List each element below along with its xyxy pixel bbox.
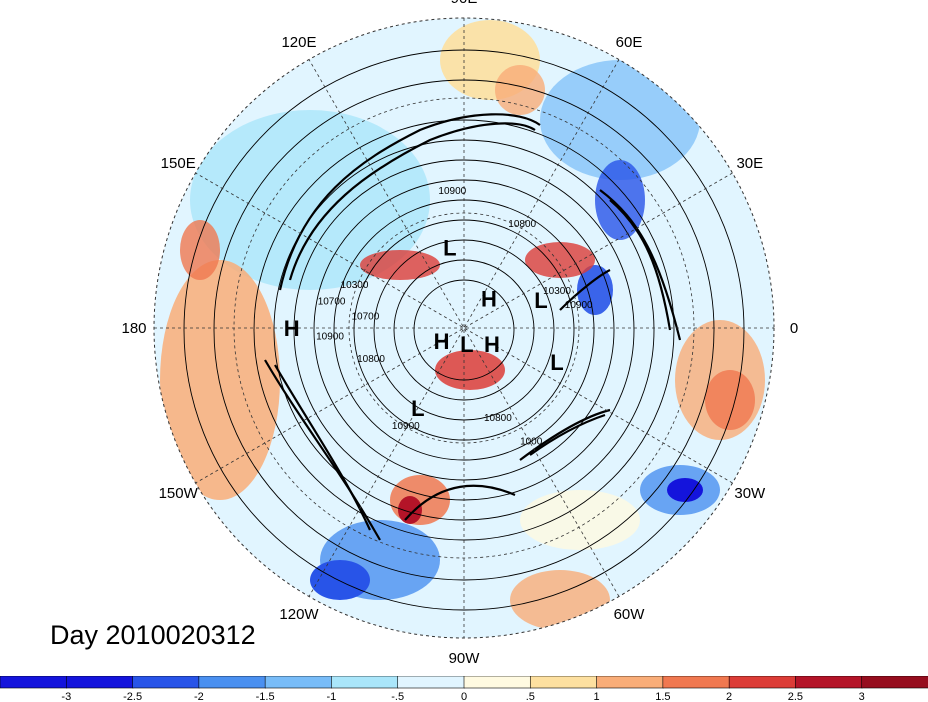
contour-label: 10800 bbox=[484, 413, 512, 424]
contour-label: 10900 bbox=[438, 186, 466, 197]
graticule bbox=[154, 18, 774, 638]
high-pressure-marker: H bbox=[484, 332, 500, 357]
high-pressure-marker: H bbox=[481, 286, 497, 311]
longitude-label: 120W bbox=[279, 606, 319, 623]
colorbar-tick-label: -3 bbox=[61, 691, 71, 702]
low-pressure-marker: L bbox=[411, 396, 424, 421]
colorbar-bin bbox=[529, 676, 598, 689]
longitude-label: 150W bbox=[159, 485, 199, 502]
longitude-label: 90E bbox=[451, 0, 478, 7]
longitude-label: 120E bbox=[281, 34, 316, 51]
contour-label: 1000 bbox=[520, 437, 543, 448]
high-pressure-marker: H bbox=[434, 329, 450, 354]
longitude-label: 150E bbox=[161, 155, 196, 172]
low-pressure-marker: L bbox=[534, 288, 547, 313]
contour-label: 10700 bbox=[351, 311, 379, 322]
colorbar-tick-label: 2.5 bbox=[788, 691, 803, 702]
colorbar-tick-label: 2 bbox=[726, 691, 732, 702]
colorbar-bin bbox=[65, 676, 134, 689]
colorbar-bin bbox=[264, 676, 333, 689]
contour-label: 10900 bbox=[392, 421, 420, 432]
colorbar-tick-label: 0 bbox=[461, 691, 467, 702]
colorbar-bin bbox=[795, 676, 863, 689]
longitude-label: 60W bbox=[614, 606, 646, 623]
colorbar-tick-label: -2 bbox=[194, 691, 204, 702]
contour-label: 10300 bbox=[341, 280, 369, 291]
low-pressure-marker: L bbox=[460, 332, 473, 357]
contour-label: 10800 bbox=[508, 219, 536, 230]
high-pressure-marker: H bbox=[284, 316, 300, 341]
colorbar-tick-label: .5 bbox=[526, 691, 535, 702]
contour-label: 10800 bbox=[357, 354, 385, 365]
contour-label: 10900 bbox=[316, 332, 344, 343]
longitude-label: 0 bbox=[790, 320, 798, 337]
colorbar-tick-label: -1.5 bbox=[256, 691, 275, 702]
longitude-labels: 90E 60E 30E 0 30W 60W 90W 120W 150W 180 150E 120E bbox=[121, 0, 798, 667]
colorbar-tick-label: 1 bbox=[594, 691, 600, 702]
colorbar-tick-label: 1.5 bbox=[655, 691, 670, 702]
colorbar-bin bbox=[463, 676, 532, 689]
map-boundary bbox=[153, 17, 775, 639]
colorbar-bin bbox=[331, 676, 399, 689]
low-pressure-marker: L bbox=[550, 350, 563, 375]
colorbar-tick-label: -1 bbox=[327, 691, 337, 702]
colorbar-tick-label: 3 bbox=[859, 691, 865, 702]
longitude-label: 90W bbox=[449, 650, 481, 667]
longitude-label: 30W bbox=[734, 485, 766, 502]
jet-stream-contours bbox=[264, 113, 682, 541]
colorbar-tick-label: -2.5 bbox=[123, 691, 142, 702]
low-pressure-marker: L bbox=[443, 235, 456, 260]
colorbar-bin bbox=[861, 676, 928, 689]
colorbar-tick-label: -.5 bbox=[391, 691, 404, 702]
timestamp-label: Day 2010020312 bbox=[50, 620, 256, 650]
colorbar: -3 -2.5 -2 -1.5 -1 -.5 0 .5 1 1.5 2 2.5 3 bbox=[0, 676, 928, 702]
contour-label: 10700 bbox=[318, 297, 346, 308]
colorbar-bin bbox=[0, 676, 68, 689]
colorbar-bin bbox=[662, 676, 730, 689]
longitude-label: 180 bbox=[121, 320, 146, 337]
longitude-label: 30E bbox=[736, 155, 763, 172]
colorbar-bin bbox=[198, 676, 266, 689]
contour-label: 10300 bbox=[543, 286, 571, 297]
contour-label: 10900 bbox=[565, 300, 593, 311]
longitude-label: 60E bbox=[616, 34, 643, 51]
colorbar-bin bbox=[397, 676, 465, 689]
colorbar-bin bbox=[728, 676, 797, 689]
colorbar-bin bbox=[596, 676, 664, 689]
contour-labels: 10900 10800 10700 10900 10300 10800 10700 10900… bbox=[316, 186, 593, 448]
colorbar-bin bbox=[132, 676, 200, 689]
